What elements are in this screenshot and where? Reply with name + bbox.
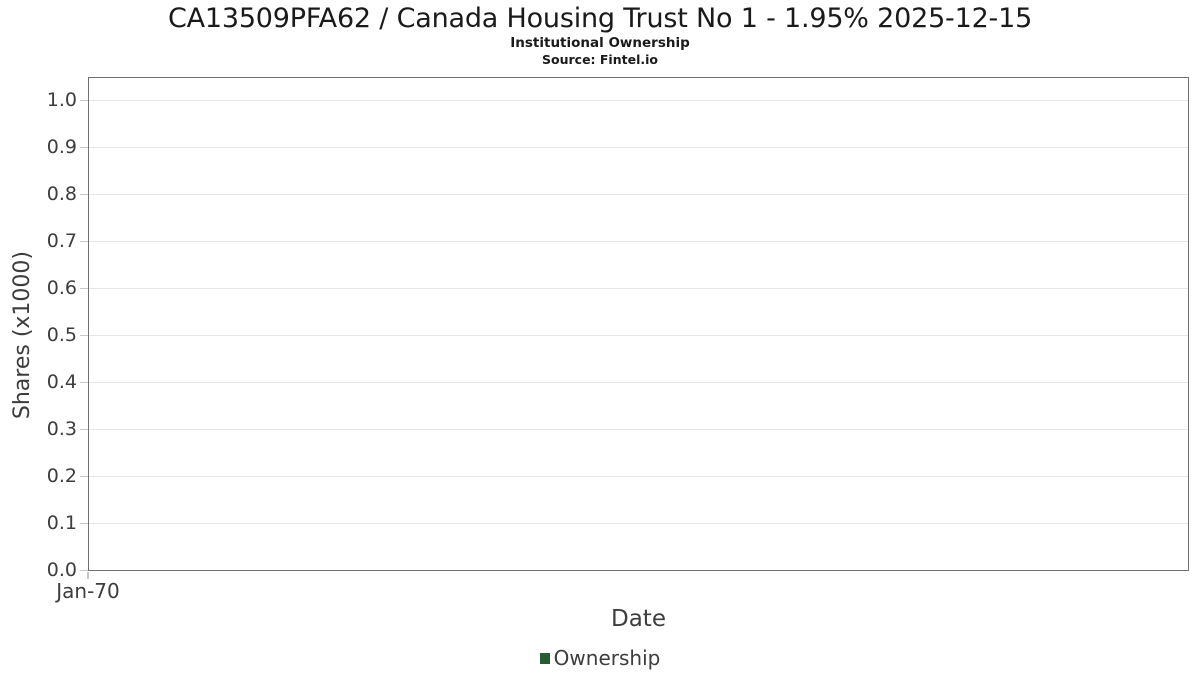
chart-source: Source: Fintel.io: [542, 52, 658, 67]
gridline-y-0.8: [89, 193, 1188, 195]
legend: Ownership: [0, 645, 1200, 671]
y-tick-mark-0.7: [80, 240, 88, 242]
gridline-y-0.6: [89, 287, 1188, 289]
y-tick-mark-0.8: [80, 193, 88, 195]
y-tick-label-0.6: 0.6: [46, 277, 77, 299]
y-tick-label-1.0: 1.0: [46, 89, 77, 111]
x-axis-title: Date: [611, 606, 666, 632]
y-tick-mark-0.3: [80, 428, 88, 430]
gridline-y-0.2: [89, 475, 1188, 477]
x-axis-tick-label: Jan-70: [56, 579, 120, 603]
plot-area: [88, 77, 1189, 571]
gridline-y-0.4: [89, 381, 1188, 383]
gridline-y-1.0: [89, 99, 1188, 101]
legend-label-ownership: Ownership: [553, 646, 661, 670]
gridline-y-0.7: [89, 240, 1188, 242]
y-tick-label-0.9: 0.9: [46, 136, 77, 158]
gridline-y-0.9: [89, 146, 1188, 148]
chart-title: CA13509PFA62 / Canada Housing Trust No 1…: [167, 3, 1033, 34]
y-tick-mark-1.0: [80, 99, 88, 101]
y-tick-label-0.4: 0.4: [46, 371, 77, 393]
y-tick-label-0.5: 0.5: [46, 324, 77, 346]
y-tick-mark-0.0: [80, 569, 88, 571]
y-tick-label-0.3: 0.3: [46, 418, 77, 440]
y-tick-label-0.0: 0.0: [46, 559, 77, 581]
y-tick-mark-0.6: [80, 287, 88, 289]
y-tick-mark-0.9: [80, 146, 88, 148]
y-tick-mark-0.5: [80, 334, 88, 336]
y-tick-label-0.8: 0.8: [46, 183, 77, 205]
gridline-y-0.0: [89, 569, 1188, 570]
y-tick-mark-0.1: [80, 522, 88, 524]
gridline-y-0.1: [89, 522, 1188, 524]
y-tick-label-0.7: 0.7: [46, 230, 77, 252]
gridline-y-0.3: [89, 428, 1188, 430]
gridline-y-0.5: [89, 334, 1188, 336]
chart-subtitle: Institutional Ownership: [510, 35, 690, 51]
y-tick-label-0.2: 0.2: [46, 465, 77, 487]
legend-marker-ownership: [539, 652, 550, 664]
y-tick-mark-0.2: [80, 475, 88, 477]
y-tick-label-0.1: 0.1: [46, 512, 77, 534]
y-tick-mark-0.4: [80, 381, 88, 383]
x-axis-tick-mark: [87, 572, 89, 579]
